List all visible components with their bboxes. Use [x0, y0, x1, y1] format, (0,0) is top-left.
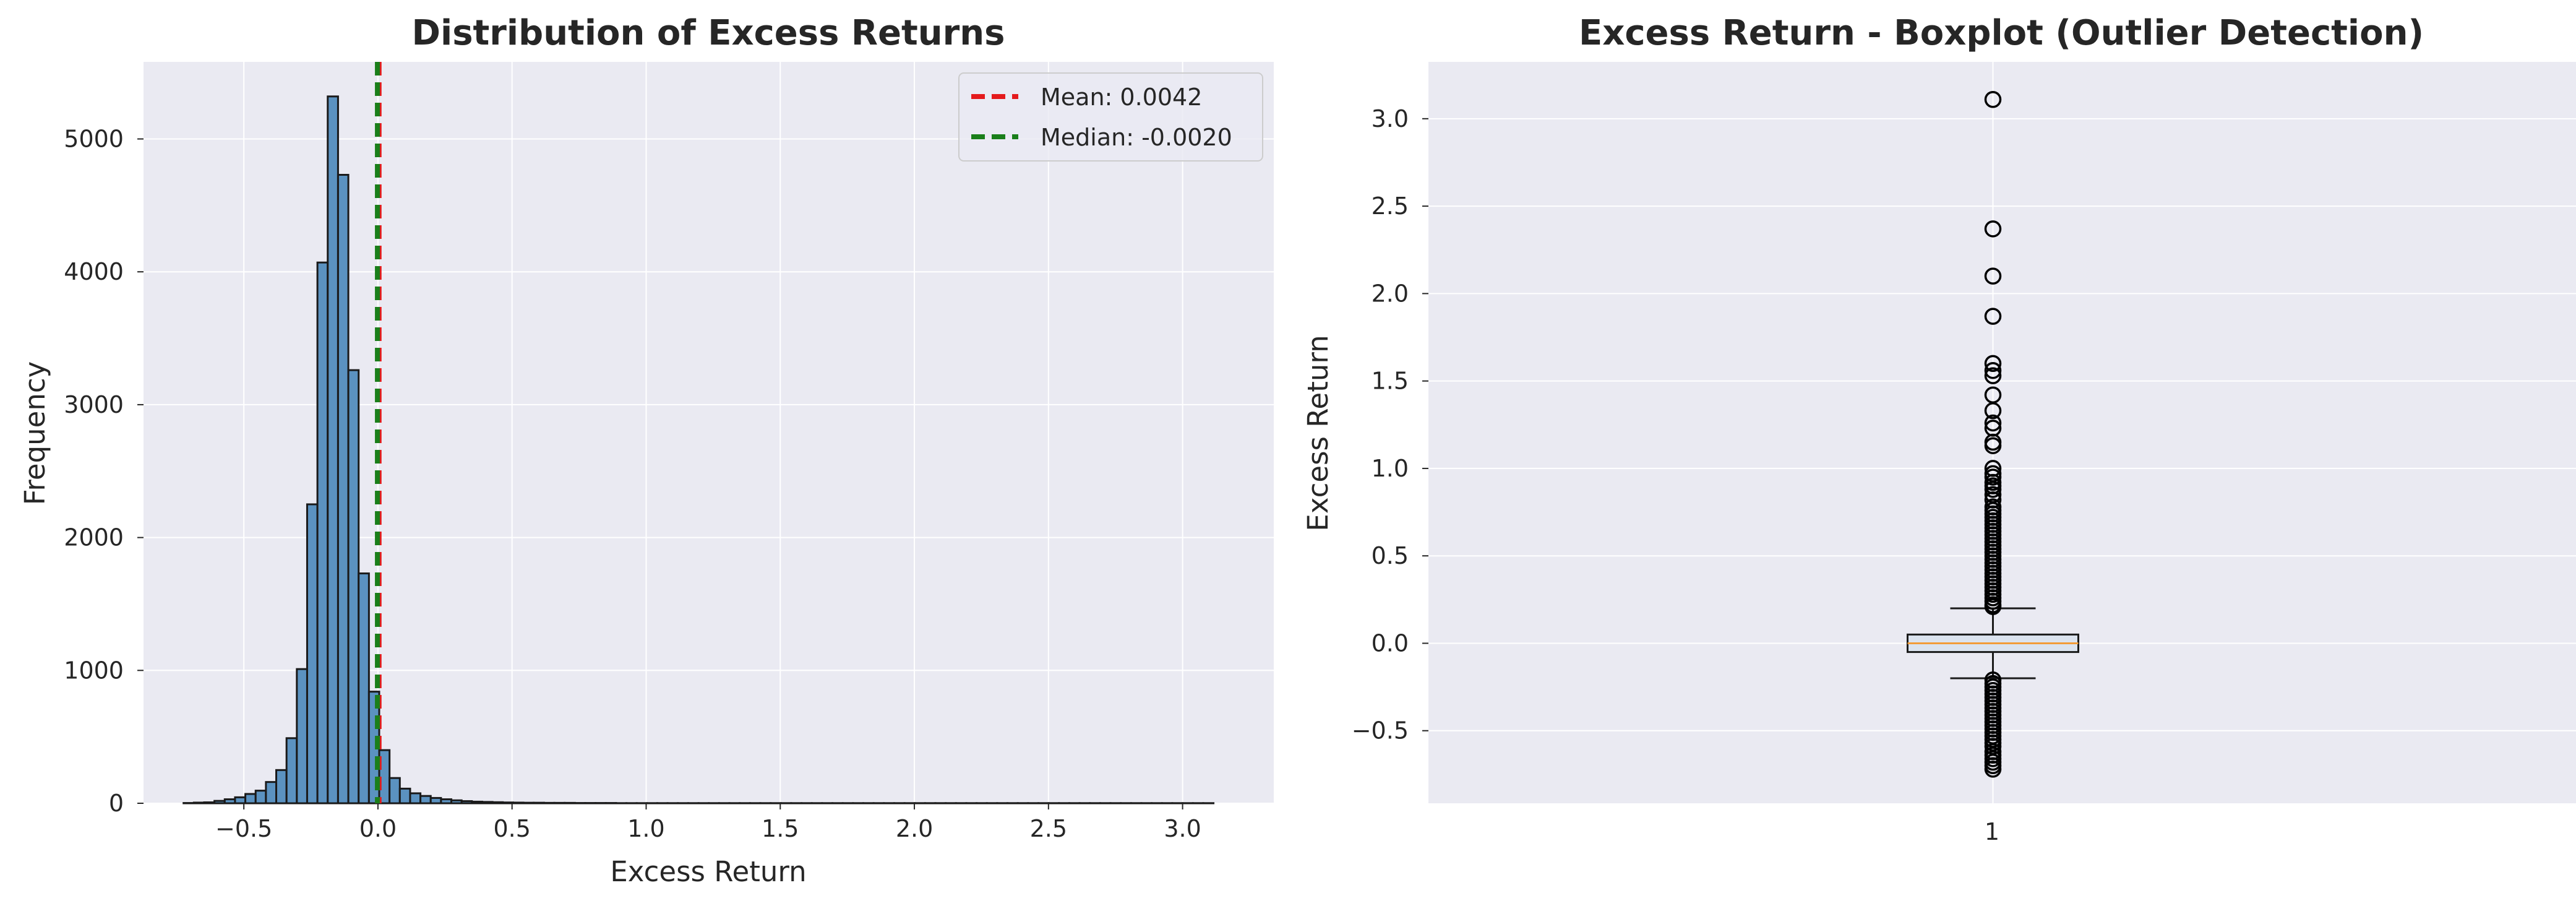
outlier-point — [1984, 90, 2002, 108]
boxplot-y-tick-label: 0.5 — [1372, 542, 1409, 569]
histogram-panel: −0.5 0.0 0.5 1.0 1.5 2.0 2.5 3.0 0 1000 2000 3000 4… — [19, 13, 1274, 888]
histogram-bar — [223, 798, 236, 805]
histogram-bar — [316, 261, 329, 805]
outlier-point — [1984, 761, 2002, 778]
histogram-bar — [358, 572, 370, 805]
histogram-x-tick-label: 2.5 — [1030, 815, 1067, 842]
histogram-title: Distribution of Excess Returns — [412, 13, 1005, 53]
boxplot-title: Excess Return - Boxplot (Outlier Detecti… — [1579, 13, 2424, 53]
histogram-bar — [213, 800, 226, 805]
histogram-bar — [296, 668, 308, 805]
histogram-bar — [429, 796, 442, 805]
legend: Mean: 0.0042 Median: -0.0020 — [958, 72, 1263, 162]
outlier-point — [1984, 437, 2002, 454]
histogram-bar — [244, 793, 257, 805]
histogram-bar — [234, 796, 247, 805]
outlier-point — [1984, 468, 2002, 486]
outlier-point — [1984, 598, 2002, 615]
histogram-x-axis-label: Excess Return — [610, 855, 806, 888]
boxplot-y-tick-label: −0.5 — [1352, 717, 1409, 744]
histogram-bar — [460, 800, 473, 805]
histogram-x-tick-label: 0.0 — [359, 815, 397, 842]
boxplot-y-tick-label: 1.0 — [1372, 455, 1409, 482]
outlier-point — [1984, 402, 2002, 420]
histogram-bars — [182, 95, 1215, 805]
outlier-point — [1984, 220, 2002, 238]
histogram-x-tick-label: 1.0 — [627, 815, 664, 842]
histogram-bar — [389, 777, 401, 805]
histogram-bar — [275, 769, 288, 805]
histogram-bar — [419, 795, 432, 805]
outlier-markers — [1984, 90, 2002, 778]
histogram-bar — [203, 801, 216, 805]
histogram-bar — [347, 369, 360, 805]
boxplot-y-axis-label: Excess Return — [1302, 335, 1334, 531]
boxplot-x-tick-label: 1 — [1985, 818, 1999, 845]
boxplot-y-tick-label: 0.0 — [1372, 629, 1409, 657]
histogram-bar — [481, 801, 494, 805]
outlier-point — [1984, 355, 2002, 373]
histogram-bar — [471, 800, 483, 805]
histogram-y-tick-label: 3000 — [64, 391, 124, 418]
boxplot-y-tick-label: 2.5 — [1372, 192, 1409, 220]
histogram-y-ticks: 0 1000 2000 3000 4000 5000 — [64, 126, 144, 817]
histogram-bar — [491, 801, 504, 805]
histogram-bar — [265, 781, 278, 805]
histogram-bar — [337, 173, 350, 805]
histogram-y-tick-label: 5000 — [64, 126, 124, 153]
boxplot-y-tick-label: 1.5 — [1372, 368, 1409, 395]
histogram-x-tick-label: −0.5 — [215, 815, 272, 842]
histogram-x-tick-label: 3.0 — [1164, 815, 1201, 842]
histogram-x-tick-label: 0.5 — [493, 815, 530, 842]
histogram-y-tick-label: 1000 — [64, 657, 124, 684]
histogram-y-tick-label: 0 — [109, 790, 124, 817]
histogram-bar — [306, 503, 319, 805]
histogram-y-tick-label: 4000 — [64, 258, 124, 285]
histogram-bar — [285, 737, 298, 805]
boxplot — [1907, 607, 2079, 680]
reference-lines — [375, 62, 382, 803]
histogram-bar — [254, 790, 267, 805]
histogram-bar — [440, 798, 453, 805]
histogram-bar — [409, 792, 422, 805]
boxplot-y-ticks: −0.5 0.0 0.5 1.0 1.5 2.0 2.5 3.0 — [1352, 105, 1428, 744]
outlier-point — [1984, 308, 2002, 325]
outlier-point — [1984, 481, 2002, 498]
histogram-bar — [450, 799, 463, 805]
outlier-point — [1984, 267, 2002, 285]
histogram-y-tick-label: 2000 — [64, 524, 124, 551]
legend-box — [958, 72, 1263, 162]
outlier-point — [1984, 367, 2002, 384]
histogram-y-axis-label: Frequency — [19, 361, 51, 505]
legend-mean-label: Mean: 0.0042 — [1041, 84, 1202, 111]
boxplot-plot-area — [1428, 62, 2576, 803]
histogram-bar — [327, 95, 339, 805]
outlier-point — [1984, 414, 2002, 432]
histogram-x-tick-label: 2.0 — [896, 815, 933, 842]
boxplot-y-tick-label: 2.0 — [1372, 280, 1409, 307]
histogram-x-tick-label: 1.5 — [762, 815, 799, 842]
histogram-x-ticks: −0.5 0.0 0.5 1.0 1.5 2.0 2.5 3.0 — [215, 803, 1201, 842]
outlier-point — [1984, 361, 2002, 379]
legend-median-label: Median: -0.0020 — [1041, 124, 1232, 151]
boxplot-y-tick-label: 3.0 — [1372, 105, 1409, 132]
boxplot-panel: −0.5 0.0 0.5 1.0 1.5 2.0 2.5 3.0 1 Excess Retur… — [1302, 13, 2576, 845]
histogram-bar — [398, 787, 411, 805]
